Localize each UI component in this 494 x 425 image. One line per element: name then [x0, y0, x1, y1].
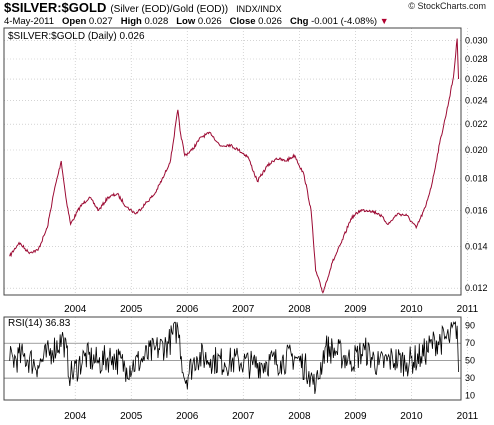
price-y-tick-label: 0.022	[465, 119, 488, 129]
open-value: 0.027	[88, 16, 113, 27]
price-grid	[4, 28, 468, 295]
quote-date: 4-May-2011	[4, 16, 54, 27]
close-label: Close	[229, 16, 256, 27]
rsi-line	[9, 320, 459, 394]
rsi-x-axis: 2004 2005 2006 2007 2008 2009 2010 2011	[64, 411, 479, 422]
price-line	[9, 38, 460, 294]
rsi-y-tick-label: 10	[465, 391, 475, 401]
low-label: Low	[176, 16, 196, 27]
price-x-tick-label: 2011	[457, 304, 479, 315]
price-panel-frame	[3, 27, 462, 296]
price-series	[9, 38, 460, 294]
price-y-tick-label: 0.020	[465, 145, 488, 155]
credit-label: © StockCharts.com	[408, 1, 486, 11]
price-y-tick-label: 0.030	[465, 35, 488, 45]
price-y-tick-label: 0.018	[465, 173, 488, 183]
rsi-y-axis: 10 30 50 70 90	[465, 321, 475, 401]
price-x-tick-label: 2008	[288, 304, 311, 315]
rsi-y-tick-label: 30	[465, 373, 475, 383]
price-y-tick-label: 0.028	[465, 54, 488, 64]
price-x-tick-label: 2010	[400, 304, 423, 315]
rsi-x-tick-label: 2011	[457, 411, 479, 422]
price-y-tick-label: 0.016	[465, 205, 488, 215]
rsi-legend: RSI(14) 36.83	[8, 318, 71, 329]
chg-value: -0.001 (-4.08%)	[311, 16, 378, 27]
rsi-y-tick-label: 70	[465, 338, 475, 348]
price-y-tick-label: 0.012	[465, 283, 488, 293]
rsi-y-tick-label: 50	[465, 356, 475, 366]
price-y-axis: 0.012 0.014 0.016 0.018 0.020 0.022 0.024 0.026…	[465, 35, 488, 293]
rsi-x-tick-label: 2009	[344, 411, 367, 422]
rsi-x-tick-label: 2006	[176, 411, 199, 422]
chg-label: Chg	[289, 16, 309, 27]
price-x-axis: 2004 2005 2006 2007 2008 2009 2010 2011	[64, 304, 479, 315]
price-legend: $SILVER:$GOLD (Daily) 0.026	[8, 31, 145, 42]
rsi-y-tick-label: 90	[465, 321, 475, 331]
price-y-tick-label: 0.024	[465, 96, 488, 106]
down-arrow-icon: ▼	[379, 16, 389, 26]
rsi-x-tick-label: 2004	[64, 411, 87, 422]
high-label: High	[120, 16, 142, 27]
high-value: 0.028	[144, 16, 169, 27]
rsi-x-tick-label: 2007	[232, 411, 255, 422]
low-value: 0.026	[197, 16, 222, 27]
price-x-tick-label: 2004	[64, 304, 87, 315]
rsi-series	[9, 320, 459, 394]
open-label: Open	[62, 16, 87, 27]
chart-title: $SILVER:$GOLD (Silver (EOD)/Gold (EOD)) IN…	[4, 0, 282, 15]
close-value: 0.026	[258, 16, 282, 27]
exchange-label: INDX/INDX	[236, 4, 282, 14]
quote-line: 4-May-2011 Open 0.027 High 0.028 Low 0.026 C…	[4, 16, 389, 27]
price-x-tick-label: 2009	[344, 304, 367, 315]
price-x-tick-label: 2007	[232, 304, 255, 315]
price-x-tick-label: 2006	[176, 304, 199, 315]
price-y-tick-label: 0.026	[465, 74, 488, 84]
symbol-description: (Silver (EOD)/Gold (EOD))	[110, 4, 229, 15]
price-x-tick-label: 2005	[120, 304, 143, 315]
price-y-tick-label: 0.014	[465, 241, 488, 251]
rsi-panel-frame	[3, 316, 462, 401]
rsi-x-tick-label: 2005	[120, 411, 143, 422]
symbol-label: $SILVER:$GOLD	[4, 0, 107, 15]
rsi-x-tick-label: 2008	[288, 411, 311, 422]
rsi-x-tick-label: 2010	[400, 411, 423, 422]
